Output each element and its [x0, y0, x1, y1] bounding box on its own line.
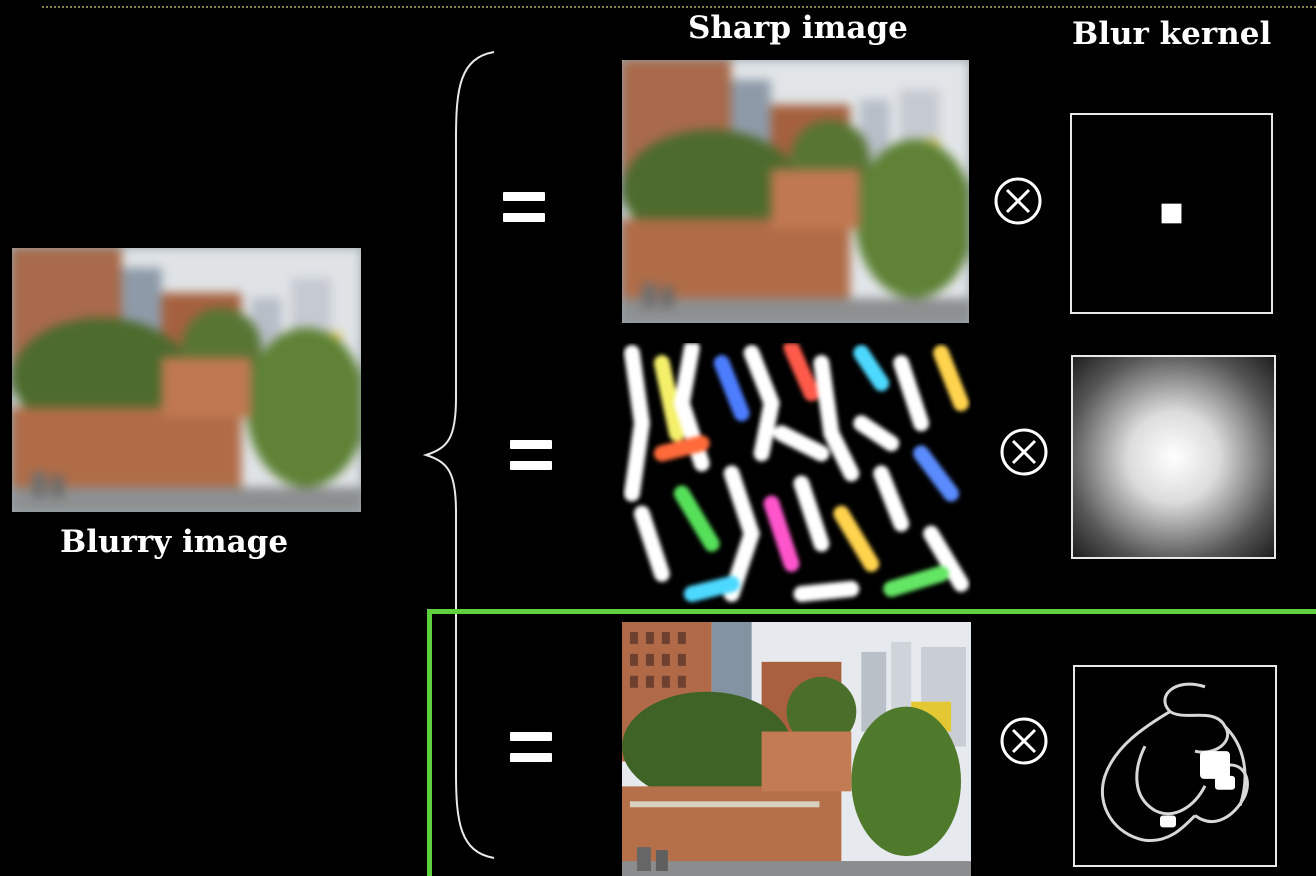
circled-times-icon	[1000, 428, 1048, 476]
circled-times-icon	[994, 177, 1042, 225]
sharp-estimate-correct	[622, 622, 971, 876]
sharp-estimate-noisy	[622, 343, 971, 609]
blur-kernel-header: Blur kernel	[1072, 16, 1272, 52]
circled-times-icon	[1000, 717, 1048, 765]
correct-solution-highlight	[427, 609, 1316, 876]
blurry-image	[12, 248, 361, 512]
sharp-image-header: Sharp image	[688, 10, 908, 46]
blurry-image-label: Blurry image	[60, 524, 289, 560]
sharp-estimate-blurry	[622, 60, 969, 323]
brace-icon	[420, 48, 500, 862]
equals-icon	[510, 440, 552, 470]
gaussian-kernel	[1071, 355, 1276, 559]
equals-icon	[503, 192, 545, 222]
top-dotted-rule	[42, 6, 1316, 8]
delta-kernel	[1070, 113, 1273, 314]
motion-trajectory-kernel	[1073, 665, 1277, 867]
equals-icon	[510, 732, 552, 762]
